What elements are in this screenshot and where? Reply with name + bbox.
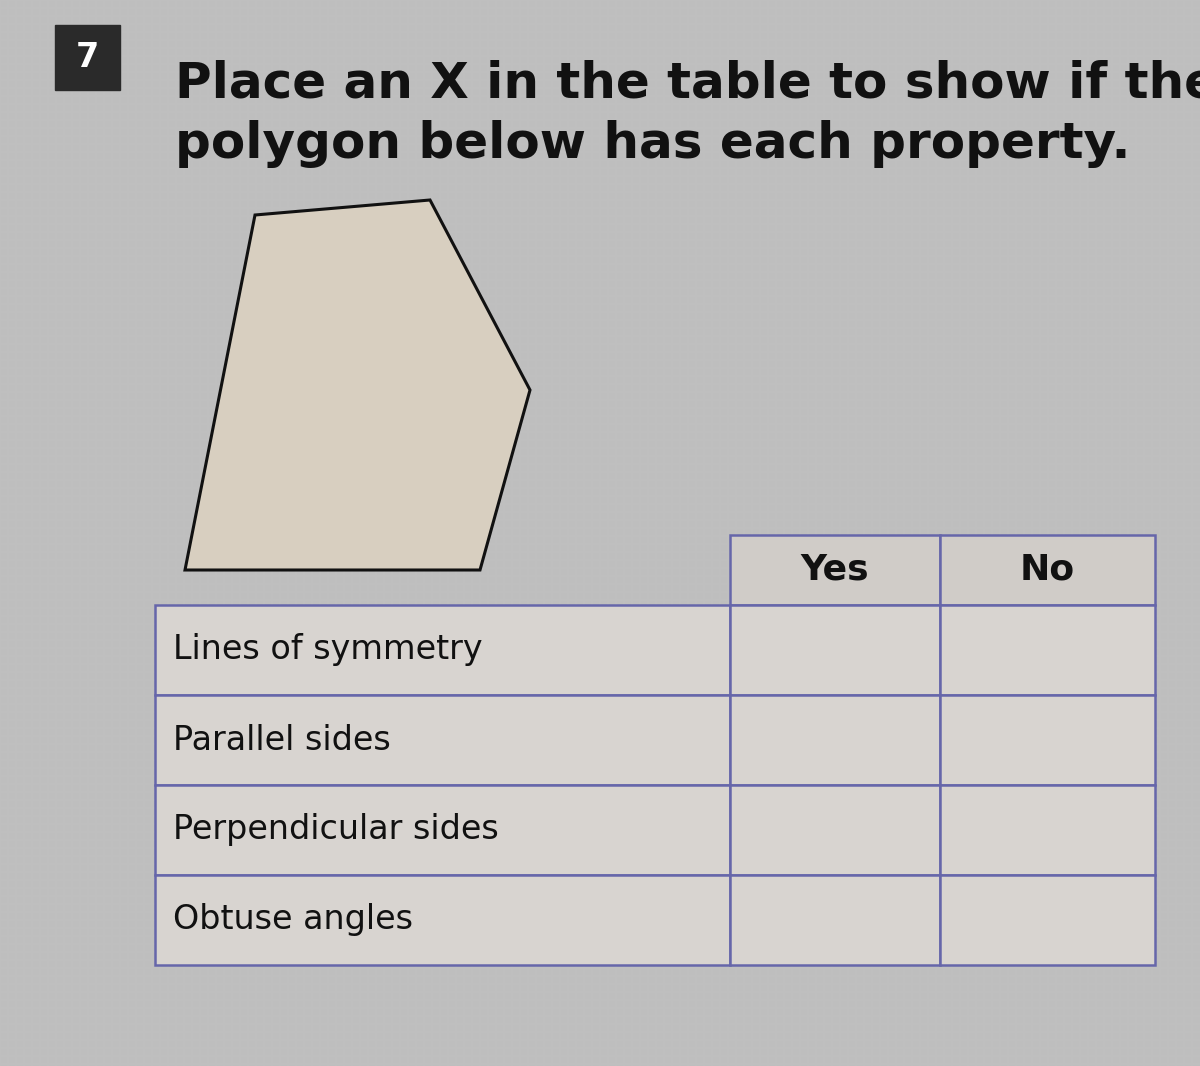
Bar: [940, 785, 1154, 875]
Bar: [55, 25, 120, 90]
Text: Parallel sides: Parallel sides: [173, 724, 391, 757]
Bar: [940, 695, 1154, 785]
Bar: [730, 785, 940, 875]
Bar: [155, 785, 730, 875]
Bar: [730, 695, 940, 785]
Bar: [730, 605, 940, 695]
Text: No: No: [1020, 553, 1075, 587]
Polygon shape: [185, 200, 530, 570]
Text: polygon below has each property.: polygon below has each property.: [175, 120, 1130, 168]
Text: Perpendicular sides: Perpendicular sides: [173, 813, 499, 846]
Text: Obtuse angles: Obtuse angles: [173, 904, 413, 937]
Text: Lines of symmetry: Lines of symmetry: [173, 633, 482, 666]
Bar: [155, 695, 730, 785]
Bar: [730, 875, 940, 965]
Text: Place an X in the table to show if the: Place an X in the table to show if the: [175, 60, 1200, 108]
Bar: [940, 535, 1154, 605]
Bar: [940, 875, 1154, 965]
Text: Yes: Yes: [800, 553, 869, 587]
Bar: [730, 535, 940, 605]
Bar: [155, 605, 730, 695]
Text: 7: 7: [76, 41, 100, 74]
Bar: [940, 605, 1154, 695]
Bar: [155, 875, 730, 965]
